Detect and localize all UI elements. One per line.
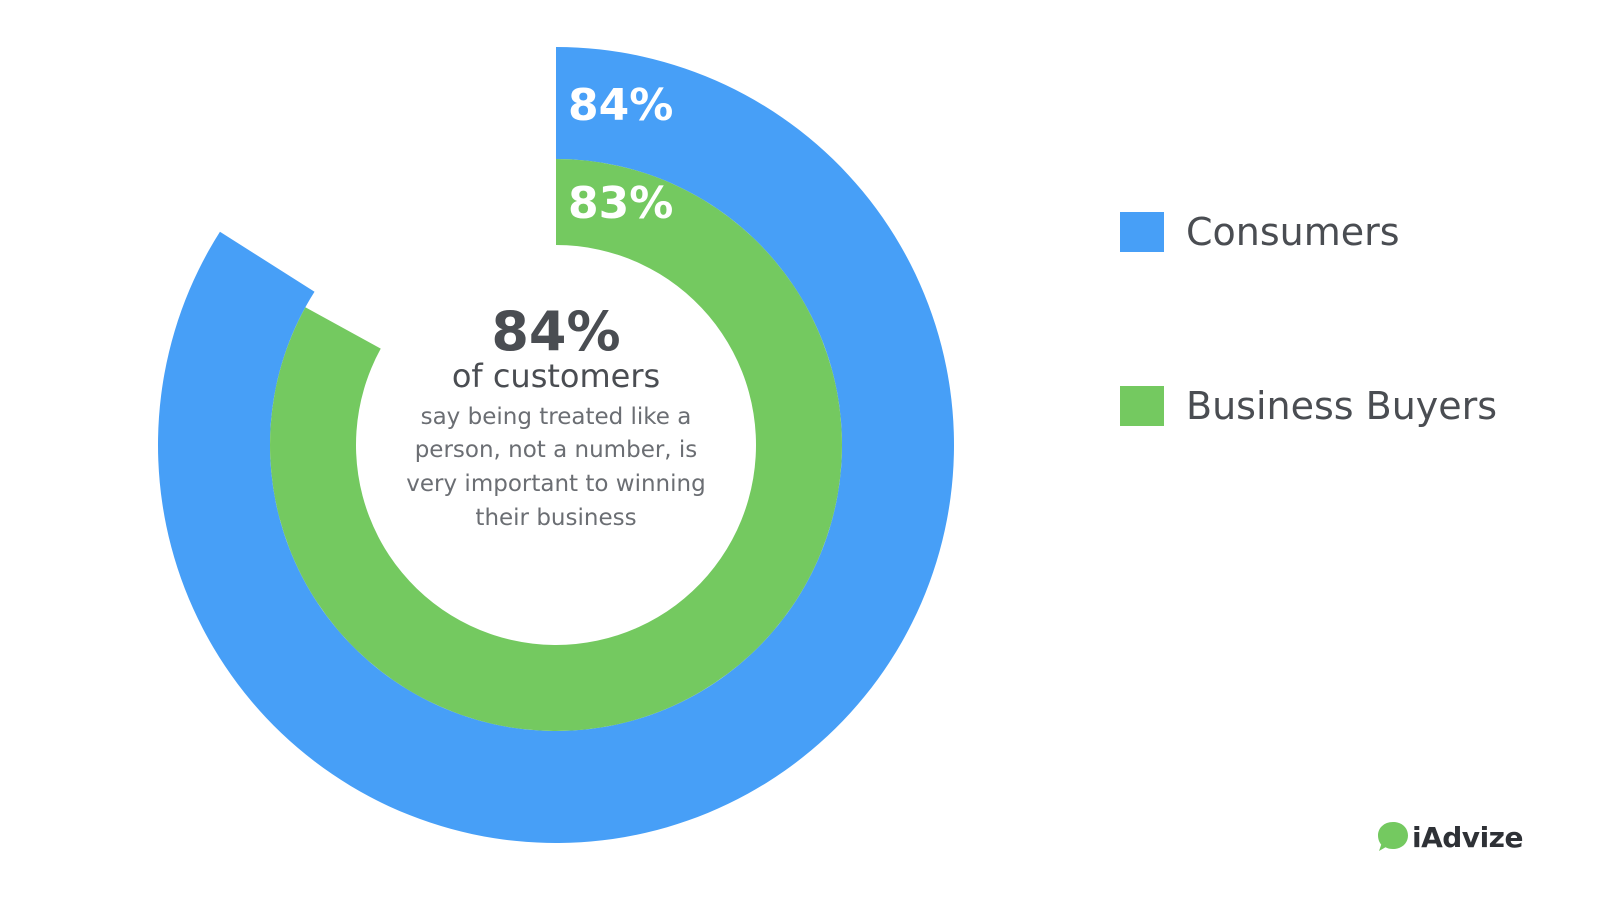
- ring-label-business-buyers: 83%: [568, 178, 673, 229]
- brand-name: iAdvize: [1412, 820, 1523, 854]
- ring-label-consumers: 84%: [568, 80, 673, 131]
- legend-item-consumers: Consumers: [1120, 208, 1497, 256]
- brand-logo: iAdvize: [1376, 820, 1523, 854]
- center-headline: 84%: [491, 300, 620, 363]
- center-subhead: of customers: [452, 357, 660, 395]
- chart-legend: Consumers Business Buyers: [1120, 208, 1497, 556]
- legend-label-consumers: Consumers: [1186, 210, 1400, 254]
- legend-item-business-buyers: Business Buyers: [1120, 382, 1497, 430]
- legend-label-business-buyers: Business Buyers: [1186, 384, 1498, 428]
- legend-swatch-business-buyers: [1120, 386, 1164, 426]
- center-line-1: say being treated like a: [421, 404, 692, 430]
- center-line-4: their business: [475, 505, 636, 531]
- chart-rings: 84% 83%: [158, 47, 954, 843]
- chart-center-text: 84% of customers say being treated like …: [406, 300, 705, 531]
- center-line-3: very important to winning: [406, 471, 705, 497]
- ring-business-buyers: [269, 159, 842, 731]
- center-line-2: person, not a number, is: [415, 437, 698, 463]
- legend-swatch-consumers: [1120, 212, 1164, 252]
- speech-bubble-icon: [1378, 822, 1408, 851]
